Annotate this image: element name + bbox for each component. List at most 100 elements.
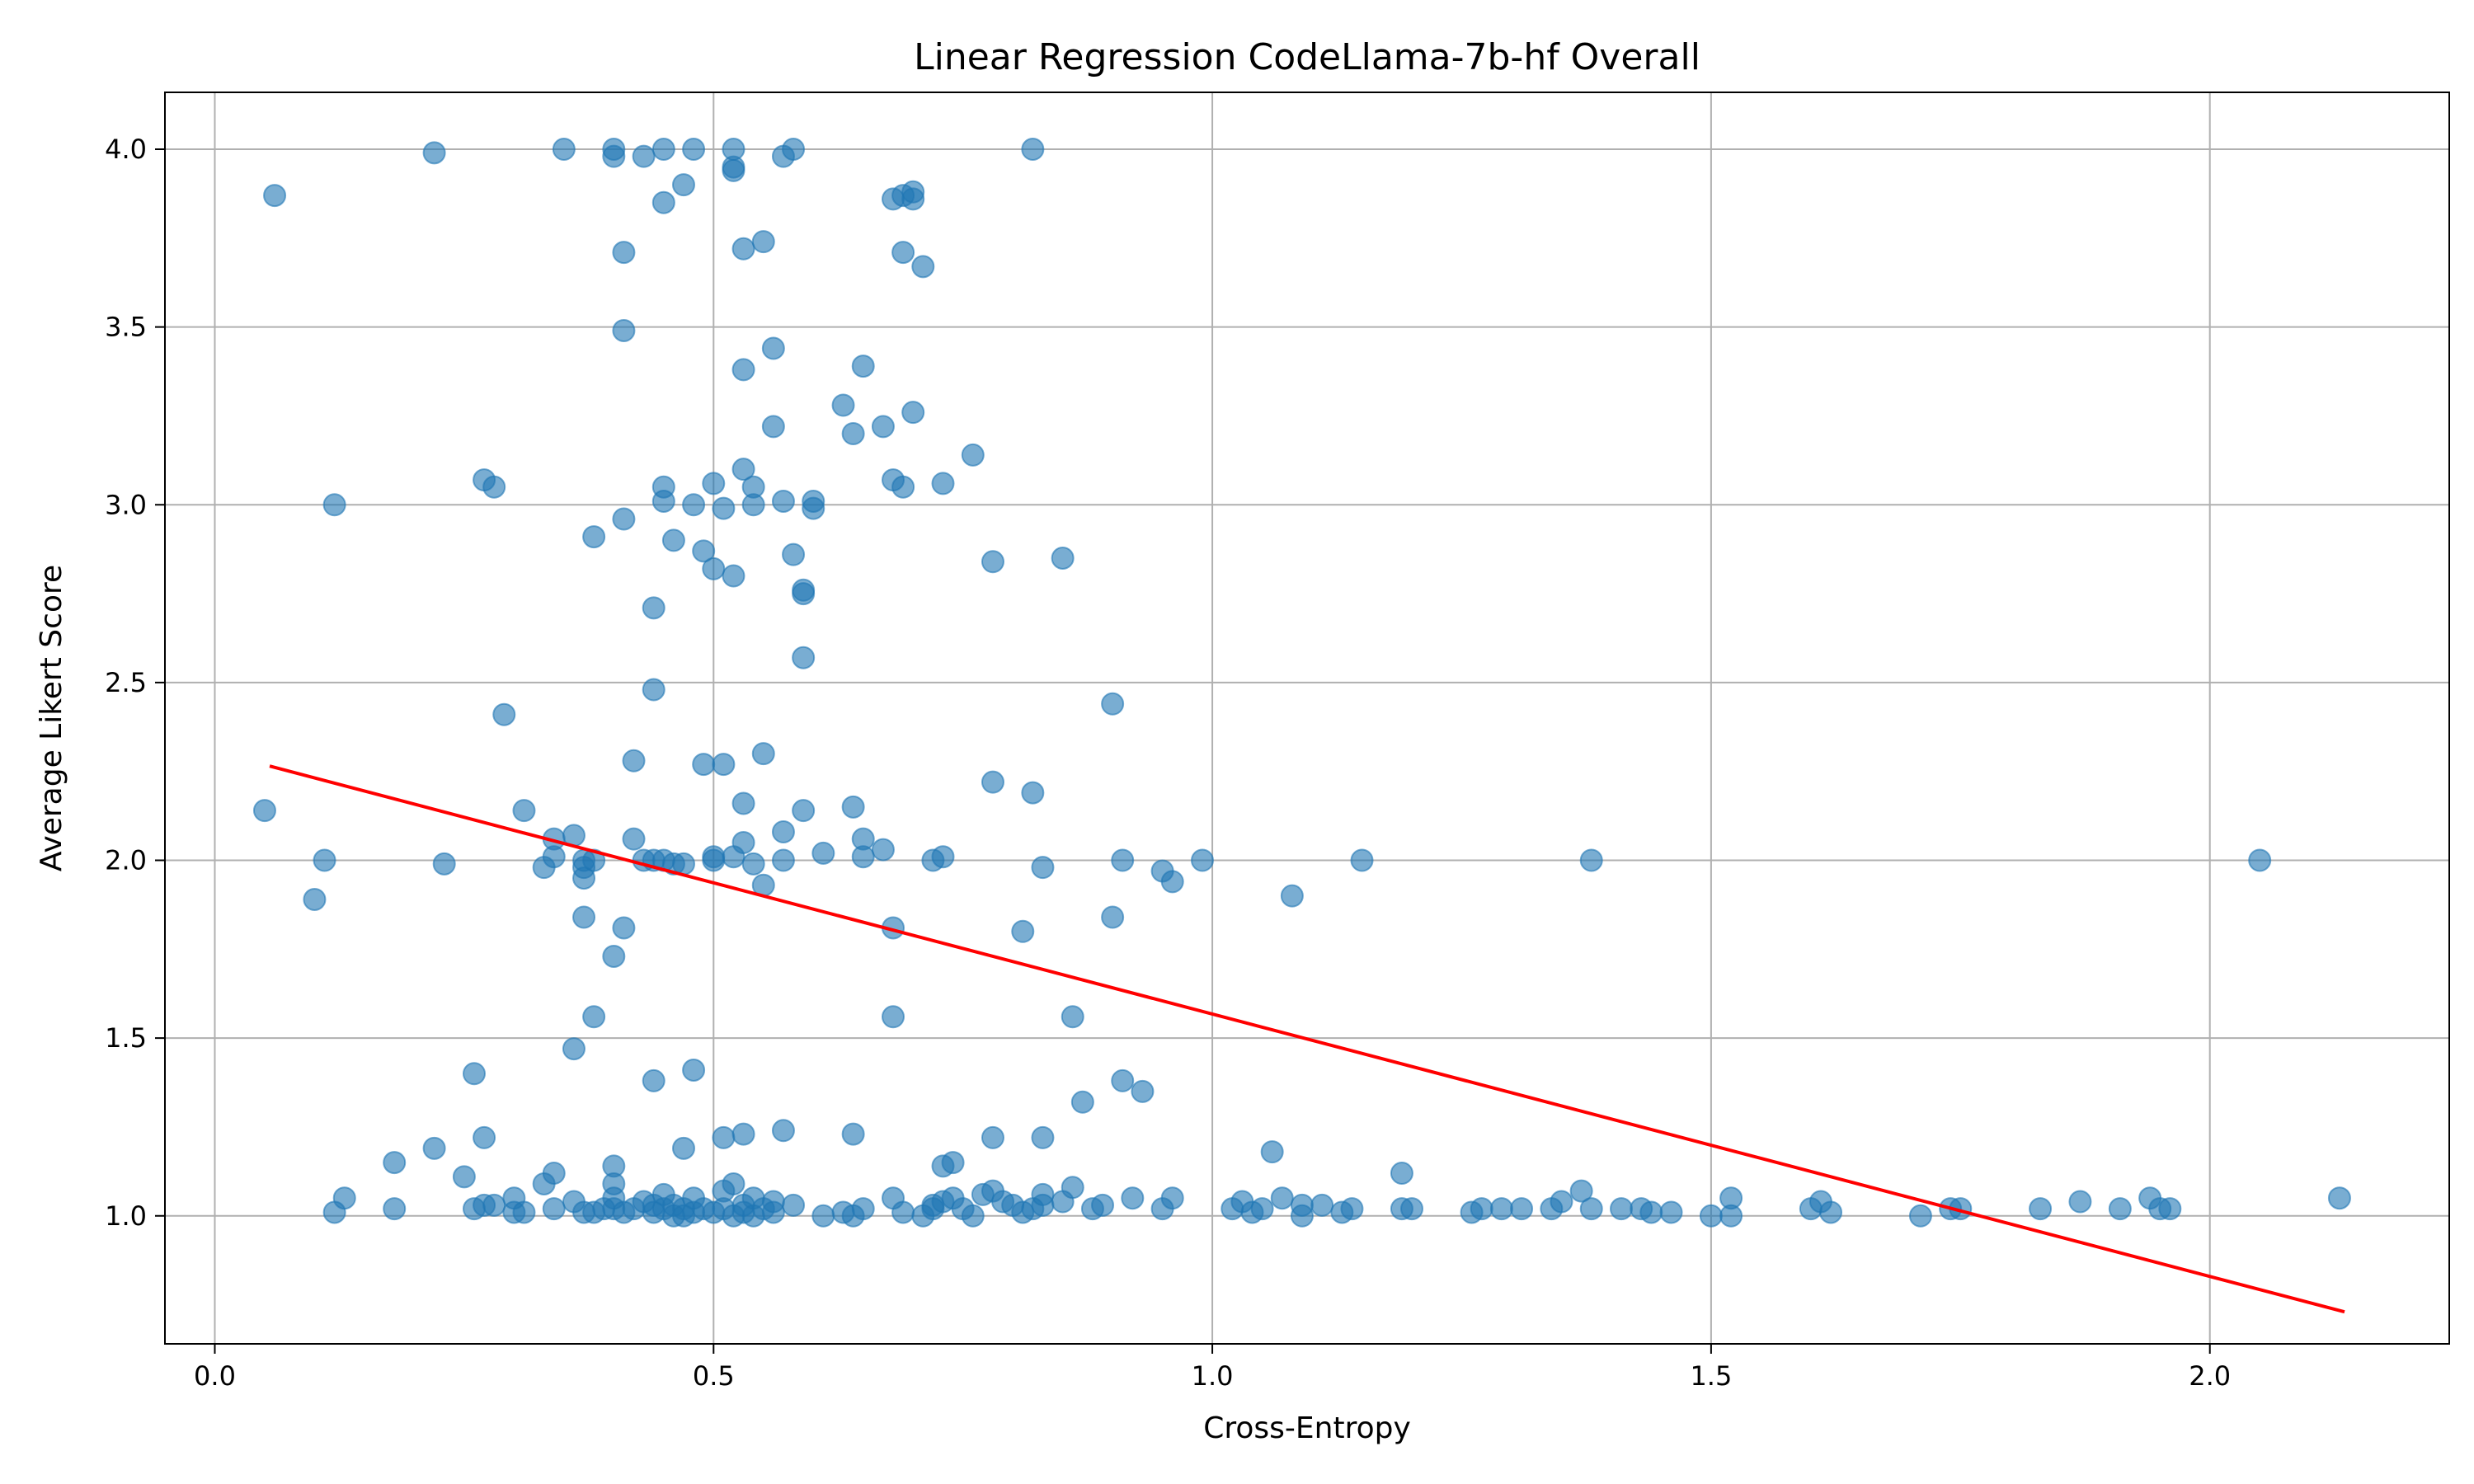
data-point [891,475,915,499]
data-point [1659,1200,1683,1224]
data-point [692,753,716,777]
y-tick-label: 3.0 [105,489,147,520]
data-point [1111,1068,1135,1092]
data-point [1260,1140,1284,1164]
data-point [651,138,675,161]
data-point [651,489,675,513]
x-tick-label: 2.0 [2189,1360,2231,1392]
data-point [702,845,726,869]
data-point [671,1136,695,1160]
data-point [1550,1190,1573,1214]
data-point [1131,1079,1155,1103]
data-point [911,255,935,279]
data-point [1051,546,1075,570]
data-point [882,1005,905,1029]
data-point [961,443,985,467]
data-point [731,791,755,815]
data-point [422,141,446,165]
x-tick-label: 1.0 [1192,1360,1234,1392]
data-point [1250,1197,1274,1221]
data-point [712,753,736,777]
data-point [782,138,806,161]
data-point [841,422,865,445]
data-point [1819,1200,1843,1224]
data-point [741,493,765,517]
data-point [1031,1182,1055,1206]
data-point [841,795,865,819]
data-point [2108,1197,2132,1221]
data-point [702,556,726,580]
data-point [492,702,516,726]
data-point [1101,692,1125,716]
data-point [1340,1197,1364,1221]
data-point [941,1151,965,1175]
data-point [622,749,646,773]
data-point [542,1197,566,1221]
data-point [1290,1193,1314,1217]
data-point [1160,870,1184,894]
data-point [1610,1197,1634,1221]
x-tick-label: 0.0 [194,1360,236,1392]
y-axis-label: Average Likert Score [35,565,68,871]
data-point [692,539,716,563]
data-point [1639,1200,1663,1224]
data-point [782,542,806,566]
data-point [782,1193,806,1217]
data-point [1070,1090,1094,1114]
data-point [831,393,855,417]
data-point [263,184,287,208]
data-point [871,838,895,862]
data-point [602,944,626,968]
data-point [751,742,775,766]
data-point [771,820,795,843]
data-point [1061,1005,1084,1029]
data-point [552,138,576,161]
data-point [2068,1190,2092,1214]
x-tick-label: 0.5 [693,1360,735,1392]
data-point [642,678,666,702]
data-point [383,1151,407,1175]
data-point [722,158,745,182]
data-point [851,845,875,869]
y-tick-label: 1.0 [105,1200,147,1232]
data-point [1579,1197,1603,1221]
data-point [851,1197,875,1221]
data-point [702,472,726,495]
regression-line-group [269,764,2345,1314]
data-point [542,845,566,869]
data-point [771,489,795,513]
data-point [761,336,785,360]
data-point [792,799,816,823]
data-point [722,845,745,869]
data-point [751,230,775,254]
y-tick-label: 3.5 [105,312,147,343]
plot-frame [164,92,2450,1345]
data-point [582,848,606,872]
data-point [811,841,835,865]
data-point [761,415,785,439]
data-point [1390,1162,1413,1185]
data-point [981,550,1004,574]
data-points [252,138,2351,1228]
data-point [1400,1197,1424,1221]
data-point [802,489,825,513]
data-point [731,1122,755,1146]
data-point [482,1193,506,1217]
data-point [722,564,745,588]
data-point [682,493,706,517]
data-point [901,180,925,204]
data-point [462,1062,486,1086]
data-point [1031,1125,1055,1149]
data-point [682,1058,706,1082]
data-point [582,1005,606,1029]
data-point [811,1204,835,1228]
data-point [1280,884,1304,908]
data-point [1051,1190,1075,1214]
y-tick-label: 2.5 [105,667,147,698]
data-point [1569,1179,1593,1203]
data-point [602,138,626,161]
data-point [572,866,596,890]
data-point [1489,1197,1513,1221]
